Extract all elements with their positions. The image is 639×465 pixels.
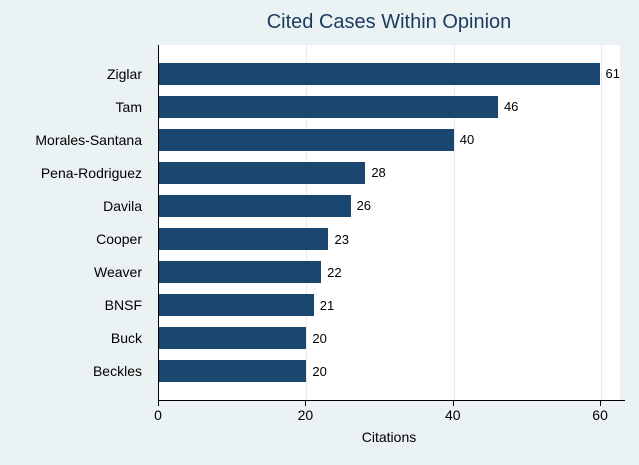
x-tick [452,400,454,406]
x-tick [158,400,159,406]
y-label-row: BNSF [0,289,150,322]
y-label-row: Weaver [0,256,150,289]
bar-value-label: 61 [605,66,620,82]
y-label-row: Tam [0,90,150,123]
bar-row: 20 [159,322,620,355]
bar-row: 28 [159,156,620,189]
x-axis-line [158,400,625,401]
bars-container: 61 46 40 28 26 23 22 21 20 20 [159,45,620,400]
plot-area: 61 46 40 28 26 23 22 21 20 20 [158,45,620,400]
bar-tam [159,95,498,118]
y-label-row: Ziglar [0,57,150,90]
gridlines [159,45,620,400]
bar-value-label: 23 [334,231,349,247]
gridline [306,45,308,400]
bar-row: 20 [159,355,620,388]
x-tick [600,400,602,406]
category-label: Davila [103,197,142,214]
gridline [601,45,603,400]
y-label-row: Beckles [0,355,150,388]
bar-value-label: 20 [312,363,327,379]
y-axis-labels: Ziglar Tam Morales-Santana Pena-Rodriguez Da… [0,45,150,400]
bar-buck [159,327,307,350]
category-label: Beckles [92,363,142,380]
bar-value-label: 28 [371,165,386,181]
bar-row: 22 [159,256,620,289]
bar-value-label: 26 [356,198,372,214]
x-tick-label: 60 [592,407,608,423]
bar-ziglar [159,62,600,85]
y-label-row: Pena-Rodriguez [0,156,150,189]
bar-weaver [159,261,322,284]
bar-row: 46 [159,90,620,123]
bar-davila [159,194,351,217]
x-axis-title: Citations [361,429,417,445]
bar-value-label: 46 [503,99,519,115]
category-label: Buck [110,330,142,347]
bar-pena-rodriguez [159,161,366,184]
category-label: Weaver [94,264,142,281]
bar-value-label: 40 [459,132,475,148]
x-tick-label: 40 [444,407,461,423]
bar-cooper [159,228,329,251]
category-label: Cooper [96,231,142,248]
y-label-row: Davila [0,189,150,222]
bar-value-label: 22 [327,264,342,280]
y-label-row: Morales-Santana [0,123,150,156]
category-label: Pena-Rodriguez [40,164,142,181]
chart-title: Cited Cases Within Opinion [266,11,512,33]
y-label-row: Buck [0,322,150,355]
category-label: Tam [115,98,142,115]
bar-morales-santana [159,128,454,151]
bar-value-label: 21 [319,297,335,313]
category-label: BNSF [104,297,142,314]
bar-value-label: 20 [312,330,327,346]
x-tick-label: 20 [297,407,314,423]
category-label: Ziglar [106,65,142,82]
bar-row: 61 [159,57,620,90]
bar-beckles [159,360,307,383]
bar-row: 40 [159,123,620,156]
y-label-row: Cooper [0,222,150,255]
category-label: Morales-Santana [35,131,142,148]
x-tick [305,400,307,406]
bar-bnsf [159,294,314,317]
bar-row: 26 [159,189,620,222]
bar-row: 21 [159,289,620,322]
bar-row: 23 [159,222,620,255]
gridline [453,45,455,400]
x-tick-label: 0 [154,407,162,423]
